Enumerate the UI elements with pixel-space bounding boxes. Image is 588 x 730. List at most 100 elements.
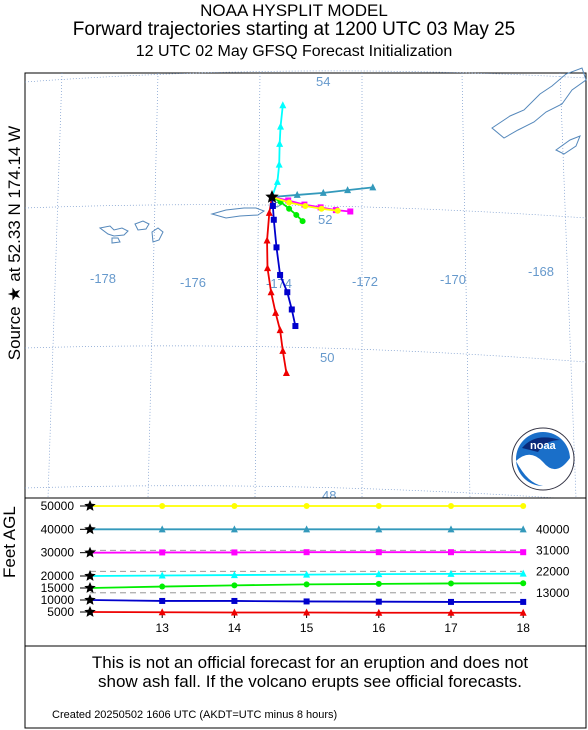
y-tick-right-40000: 40000 (536, 522, 570, 536)
x-tick-18: 18 (517, 621, 531, 635)
height-point-30000-4 (375, 549, 382, 556)
map-point-blue-7 (292, 323, 299, 330)
map-point-red-2 (263, 236, 271, 244)
lat-label-54: 54 (316, 74, 330, 89)
map-point-cyan-5 (279, 101, 287, 109)
height-point-10000-4 (375, 598, 382, 605)
height-point-50000-6 (520, 503, 527, 509)
height-point-30000-6 (520, 549, 527, 556)
map-point-green-2 (286, 205, 293, 212)
map-point-steel-3 (344, 186, 352, 194)
y-tick-right-31000: 31000 (536, 543, 570, 557)
height-point-40000-2 (230, 525, 238, 533)
x-tick-16: 16 (372, 621, 386, 635)
map-point-red-7 (279, 346, 287, 354)
height-point-15000-2 (231, 582, 238, 589)
y-tick-right-22000: 22000 (536, 564, 570, 578)
y-tick-right-13000: 13000 (536, 586, 570, 600)
noaa-logo-wave (516, 454, 570, 487)
map-point-red-6 (276, 326, 284, 334)
height-start-star-50000 (84, 500, 96, 511)
map-point-blue-3 (273, 244, 280, 251)
height-point-40000-3 (303, 525, 311, 533)
map-point-magenta-5 (347, 208, 354, 215)
height-point-40000-5 (447, 525, 455, 533)
height-point-10000-2 (231, 597, 238, 604)
coastlines (98, 67, 587, 244)
height-point-50000-4 (375, 503, 382, 509)
height-point-5000-4 (375, 608, 383, 616)
height-point-5000-1 (158, 608, 166, 616)
height-start-star-20000 (84, 570, 96, 581)
height-point-15000-4 (375, 580, 382, 587)
height-point-30000-3 (303, 549, 310, 556)
y-tick-left-10000: 10000 (41, 593, 75, 607)
y-tick-left-40000: 40000 (41, 522, 75, 536)
disclaimer-line-1: This is not an official forecast for an … (91, 653, 529, 672)
map-point-cyan-3 (276, 139, 284, 147)
height-point-50000-3 (303, 503, 310, 509)
lon-label-170: -170 (440, 272, 466, 287)
height-point-20000-5 (447, 569, 455, 577)
height-point-20000-3 (303, 570, 311, 578)
noaa-logo-text: noaa (530, 440, 557, 452)
map-point-steel-1 (293, 190, 301, 198)
map-point-steel-4 (369, 183, 377, 191)
height-point-40000-6 (519, 525, 527, 533)
height-point-15000-6 (520, 580, 527, 587)
map-point-yellow-2 (302, 202, 309, 209)
lon-labels: -178 -176 -174 -172 -170 -168 (90, 264, 554, 291)
map-point-yellow-4 (334, 207, 341, 214)
height-point-30000-2 (231, 549, 238, 556)
map-point-red-5 (272, 308, 280, 316)
height-point-10000-5 (448, 598, 454, 605)
height-start-star-10000 (84, 594, 96, 605)
x-tick-17: 17 (444, 621, 458, 635)
height-trajectories (84, 500, 527, 617)
map-point-green-4 (299, 218, 306, 225)
map-point-cyan-1 (273, 177, 281, 185)
map-point-blue-6 (288, 306, 295, 313)
map-point-blue-5 (284, 289, 291, 296)
height-point-15000-3 (303, 581, 310, 588)
map-panel (24, 72, 587, 499)
map-point-blue-2 (270, 216, 277, 223)
height-point-20000-6 (519, 569, 527, 577)
lat-label-50: 50 (320, 350, 334, 365)
height-point-10000-3 (303, 598, 310, 605)
lat-label-52: 52 (318, 212, 332, 227)
y-tick-left-50000: 50000 (41, 499, 75, 513)
noaa-logo: noaa (511, 427, 575, 491)
disclaimer-line-2: show ash fall. If the volcano erupts see… (98, 672, 522, 691)
x-tick-13: 13 (156, 621, 170, 635)
height-point-5000-5 (447, 608, 455, 616)
height-start-star-40000 (84, 523, 96, 535)
height-point-5000-2 (230, 608, 238, 616)
height-point-50000-5 (448, 503, 454, 509)
height-point-50000-1 (159, 503, 166, 509)
height-point-20000-1 (158, 571, 166, 579)
map-point-cyan-2 (275, 160, 283, 168)
height-point-10000-6 (520, 598, 527, 605)
source-star (265, 190, 279, 203)
model-title: NOAA HYSPLIT MODEL (200, 1, 388, 20)
map-point-steel-2 (319, 188, 327, 196)
lon-label-176: -176 (180, 275, 206, 290)
forecast-init-title: 12 UTC 02 May GFSQ Forecast Initializati… (135, 43, 453, 60)
height-point-5000-3 (303, 608, 311, 616)
map-point-yellow-1 (286, 199, 293, 206)
y-tick-left-15000: 15000 (41, 581, 75, 595)
graticule (24, 70, 587, 501)
height-point-40000-4 (375, 525, 383, 533)
map-point-yellow-3 (318, 205, 325, 212)
height-start-star-30000 (84, 546, 96, 558)
map-point-green-3 (293, 211, 300, 218)
x-tick-15: 15 (300, 621, 314, 635)
map-point-red-1 (265, 208, 273, 216)
height-point-30000-5 (448, 549, 454, 556)
aleutian-islands-west (98, 220, 164, 244)
height-point-30000-1 (159, 549, 166, 556)
map-point-cyan-4 (277, 122, 285, 130)
x-tick-14: 14 (228, 621, 242, 635)
